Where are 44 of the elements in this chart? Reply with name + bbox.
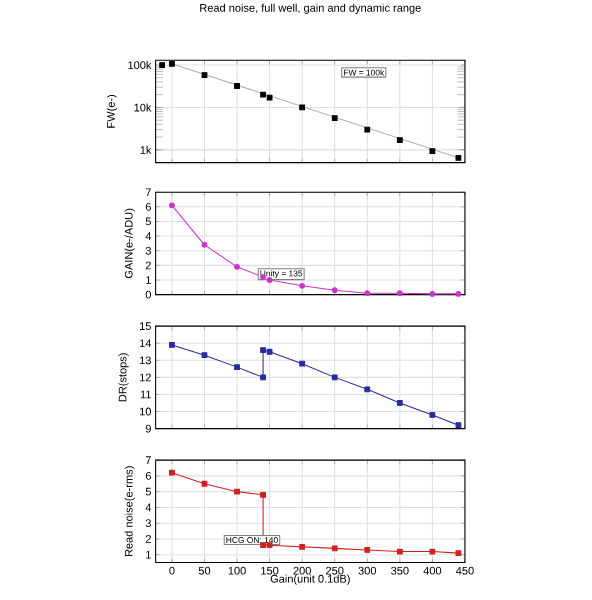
point bbox=[260, 491, 267, 498]
point bbox=[332, 545, 339, 552]
point bbox=[260, 374, 267, 381]
point bbox=[429, 291, 436, 297]
point bbox=[260, 542, 267, 549]
point bbox=[234, 83, 241, 89]
point bbox=[202, 480, 208, 487]
point bbox=[332, 374, 339, 381]
point bbox=[234, 263, 241, 270]
point bbox=[397, 400, 404, 406]
point bbox=[299, 360, 306, 367]
point bbox=[397, 137, 404, 143]
point bbox=[332, 287, 339, 294]
point bbox=[397, 548, 404, 555]
point bbox=[202, 352, 208, 359]
point bbox=[332, 115, 339, 122]
point bbox=[260, 91, 267, 98]
point bbox=[267, 348, 273, 355]
point bbox=[456, 422, 462, 429]
point bbox=[456, 291, 462, 297]
point bbox=[169, 202, 176, 209]
point bbox=[364, 126, 371, 133]
point bbox=[364, 386, 371, 393]
point bbox=[429, 412, 436, 418]
point bbox=[456, 550, 462, 556]
point bbox=[202, 241, 208, 248]
point bbox=[169, 342, 176, 348]
point bbox=[299, 543, 306, 550]
point bbox=[169, 60, 176, 67]
point bbox=[260, 347, 267, 353]
point bbox=[299, 104, 306, 111]
point bbox=[364, 547, 371, 553]
point bbox=[159, 62, 166, 68]
point bbox=[429, 148, 436, 155]
point bbox=[429, 548, 436, 555]
point bbox=[234, 488, 241, 495]
point bbox=[456, 154, 462, 161]
point bbox=[202, 72, 208, 78]
point bbox=[299, 282, 306, 289]
point bbox=[169, 469, 176, 476]
point bbox=[234, 364, 241, 371]
point bbox=[267, 94, 273, 101]
point bbox=[364, 290, 371, 297]
point bbox=[397, 290, 404, 297]
